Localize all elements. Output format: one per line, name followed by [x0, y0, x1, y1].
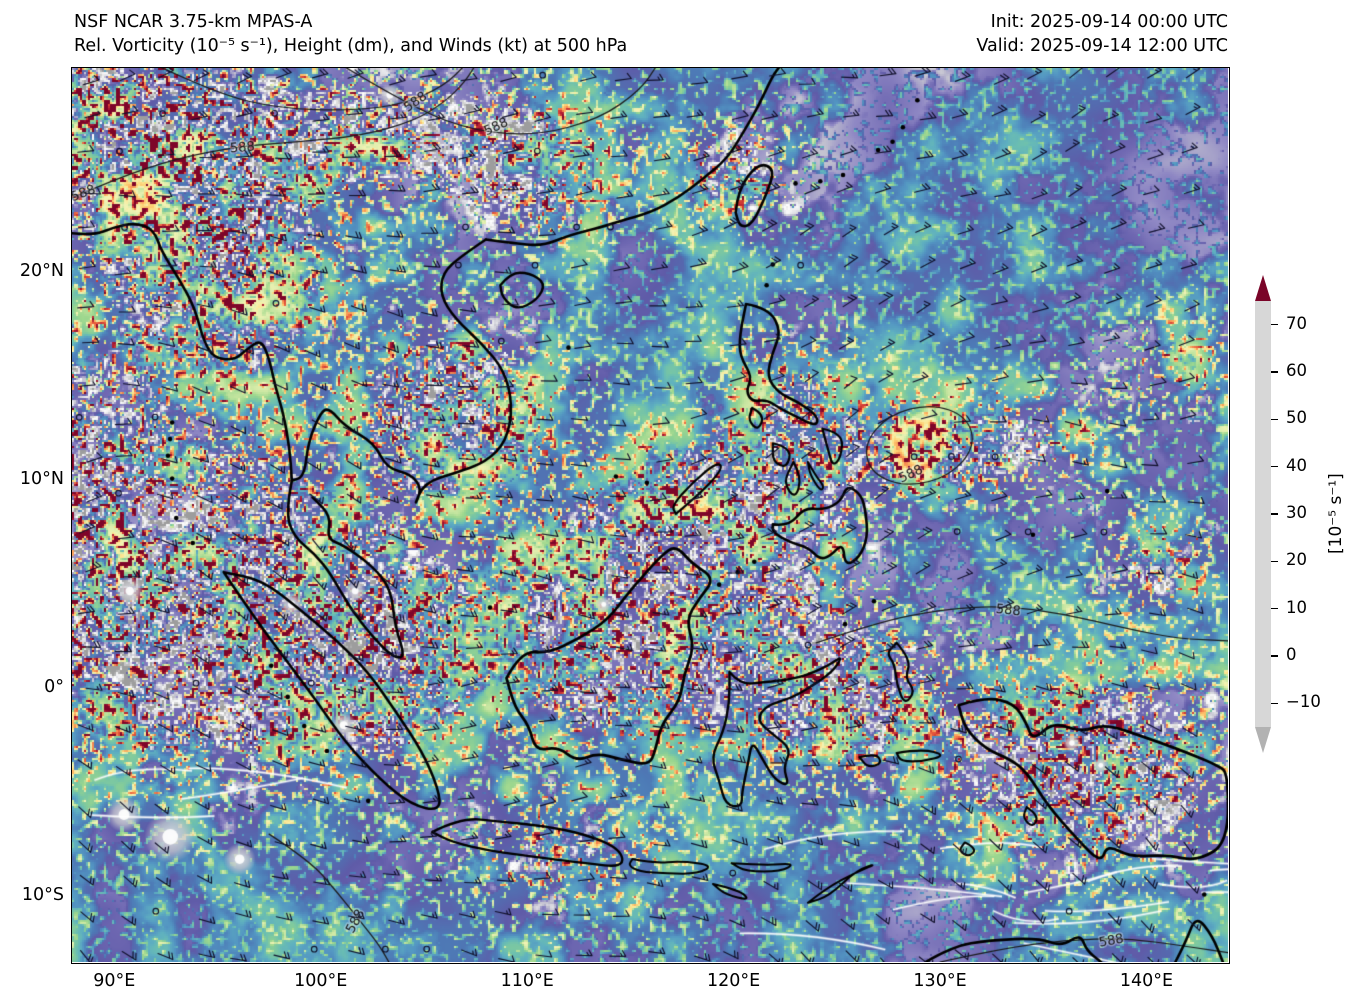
- init-time: Init: 2025-09-14 00:00 UTC: [990, 12, 1228, 32]
- colorbar-tick: [1271, 323, 1278, 326]
- run-times: Init: 2025-09-14 00:00 UTC Valid: 2025-0…: [976, 10, 1228, 58]
- colorbar-tick: [1271, 655, 1278, 657]
- valid-time: Valid: 2025-09-14 12:00 UTC: [976, 36, 1228, 56]
- colorbar-tick: [1271, 607, 1278, 610]
- colorbar-tick-label: 70: [1286, 313, 1307, 333]
- y-tick-label: 10°N: [19, 468, 64, 489]
- colorbar-tick-label: 20: [1286, 550, 1307, 570]
- x-tick-label: 100°E: [294, 971, 348, 991]
- colorbar-over-arrow: [1255, 275, 1271, 301]
- x-tick-label: 110°E: [500, 971, 554, 991]
- colorbar-tick: [1271, 560, 1278, 563]
- colorbar-tick: [1271, 465, 1278, 468]
- y-tick-label: 20°N: [19, 260, 64, 281]
- map-canvas: [72, 68, 1228, 962]
- colorbar-tick-label: 0: [1286, 645, 1297, 664]
- colorbar-tick-label: 60: [1286, 361, 1307, 380]
- x-tick-label: 90°E: [93, 971, 136, 991]
- colorbar-tick: [1271, 702, 1278, 705]
- colorbar-under-arrow: [1255, 727, 1271, 753]
- colorbar-tick: [1271, 513, 1278, 515]
- colorbar-tick: [1271, 418, 1278, 421]
- colorbar-unit-label: [10⁻⁵ s⁻¹]: [1326, 473, 1346, 555]
- title-line-2: Rel. Vorticity (10⁻⁵ s⁻¹), Height (dm), …: [74, 36, 628, 56]
- x-tick-label: 120°E: [706, 971, 761, 991]
- y-tick-label: 10°S: [21, 884, 64, 905]
- colorbar-tick-label: 30: [1286, 503, 1307, 522]
- colorbar-tick: [1271, 371, 1278, 373]
- y-tick-label: 0°: [44, 676, 64, 697]
- x-tick-label: 130°E: [913, 971, 967, 991]
- colorbar-tick-label: 40: [1286, 455, 1307, 475]
- colorbar-gradient: [1255, 301, 1271, 727]
- colorbar-tick-label: −10: [1286, 692, 1321, 712]
- title-line-1: NSF NCAR 3.75-km MPAS-A: [74, 12, 313, 32]
- figure-titles: NSF NCAR 3.75-km MPAS-A Rel. Vorticity (…: [74, 10, 627, 58]
- colorbar-tick-label: 50: [1286, 408, 1307, 428]
- x-tick-label: 140°E: [1119, 971, 1174, 991]
- colorbar-tick-label: 10: [1286, 597, 1307, 617]
